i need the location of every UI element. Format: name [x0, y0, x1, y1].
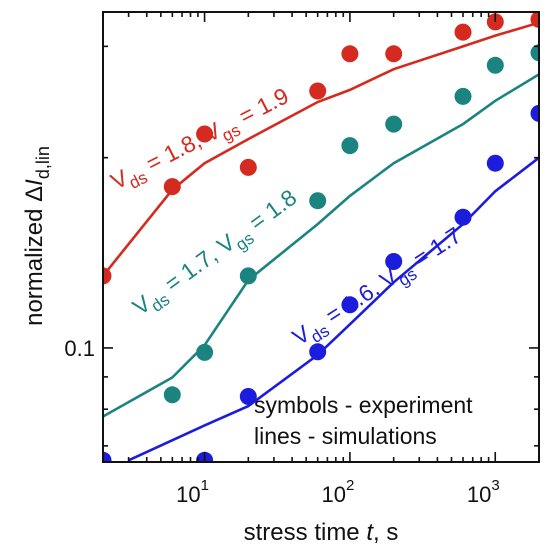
data-point-3-5 — [341, 296, 359, 314]
data-point-2-9 — [530, 44, 539, 62]
data-point-1-7 — [385, 45, 403, 63]
plot-frame — [102, 11, 540, 463]
x-axis-title: stress time t, s — [244, 519, 399, 546]
note-symbols: symbols - experiment — [254, 392, 473, 418]
series-line-1 — [103, 21, 539, 277]
data-point-2-2 — [196, 343, 214, 361]
data-point-2-1 — [163, 386, 181, 404]
data-point-2-7 — [454, 87, 472, 105]
series-layer — [103, 12, 539, 462]
data-point-3-9 — [530, 104, 539, 122]
data-point-2-6 — [385, 115, 403, 133]
data-point-1-8 — [454, 23, 472, 41]
data-point-3-4 — [309, 343, 327, 361]
series-line-2 — [103, 73, 539, 418]
data-point-2-3 — [239, 267, 257, 285]
label-layer: 101 102 103 0.1 stress time t, s normalized Δ… — [21, 82, 500, 546]
data-point-2-5 — [341, 137, 359, 155]
data-point-1-3 — [196, 125, 214, 143]
note-lines: lines - simulations — [254, 423, 437, 449]
data-point-1-6 — [341, 45, 359, 63]
x-tick-label: 101 — [176, 477, 209, 507]
data-point-3-6 — [385, 253, 403, 270]
data-point-2-8 — [486, 56, 504, 74]
y-axis-title: normalized ΔId,lin — [21, 146, 53, 326]
data-point-3-3 — [239, 388, 257, 405]
data-point-1-2 — [163, 178, 181, 196]
x-tick-label: 103 — [467, 477, 500, 507]
series-annotation-1: Vds = 1.8, Vgs = 1.9 — [106, 82, 295, 199]
tick-layer — [102, 12, 540, 462]
data-point-3-7 — [454, 208, 472, 226]
y-tick-label: 0.1 — [64, 336, 95, 361]
data-point-3-8 — [486, 154, 504, 172]
data-point-3-1 — [103, 451, 112, 462]
data-point-1-10 — [530, 12, 539, 28]
data-point-1-5 — [309, 82, 327, 100]
data-point-1-1 — [103, 267, 112, 285]
x-tick-label: 102 — [322, 477, 355, 507]
data-point-2-4 — [309, 192, 327, 210]
series-annotation-3: Vds = 1.6, Vgs = 1.7 — [288, 222, 470, 355]
data-point-1-4 — [239, 158, 257, 176]
series-line-3 — [128, 156, 539, 462]
